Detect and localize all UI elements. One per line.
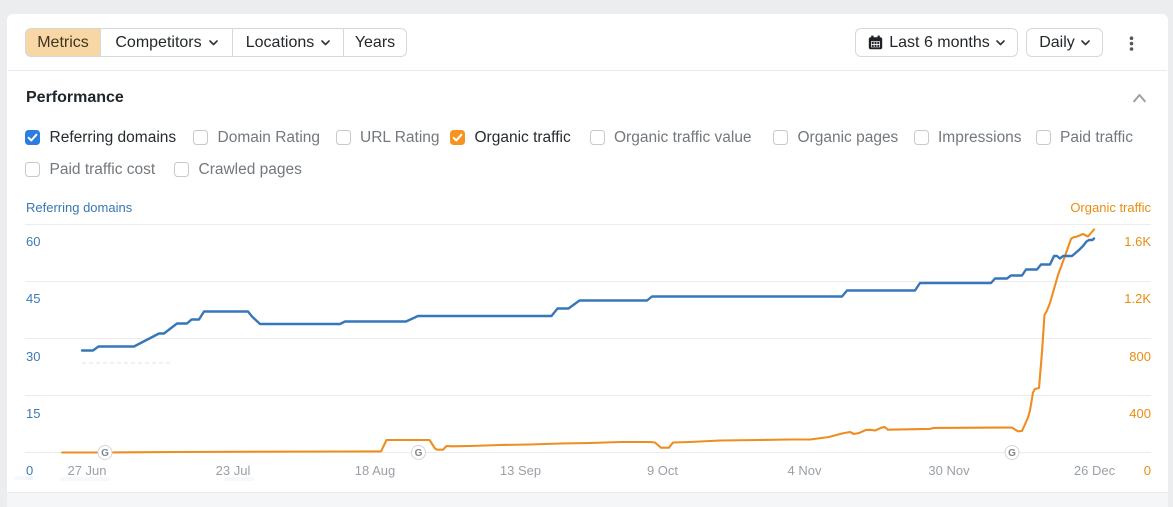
svg-text:G: G [1008,448,1016,459]
svg-text:G: G [101,448,109,459]
svg-text:G: G [415,448,423,459]
